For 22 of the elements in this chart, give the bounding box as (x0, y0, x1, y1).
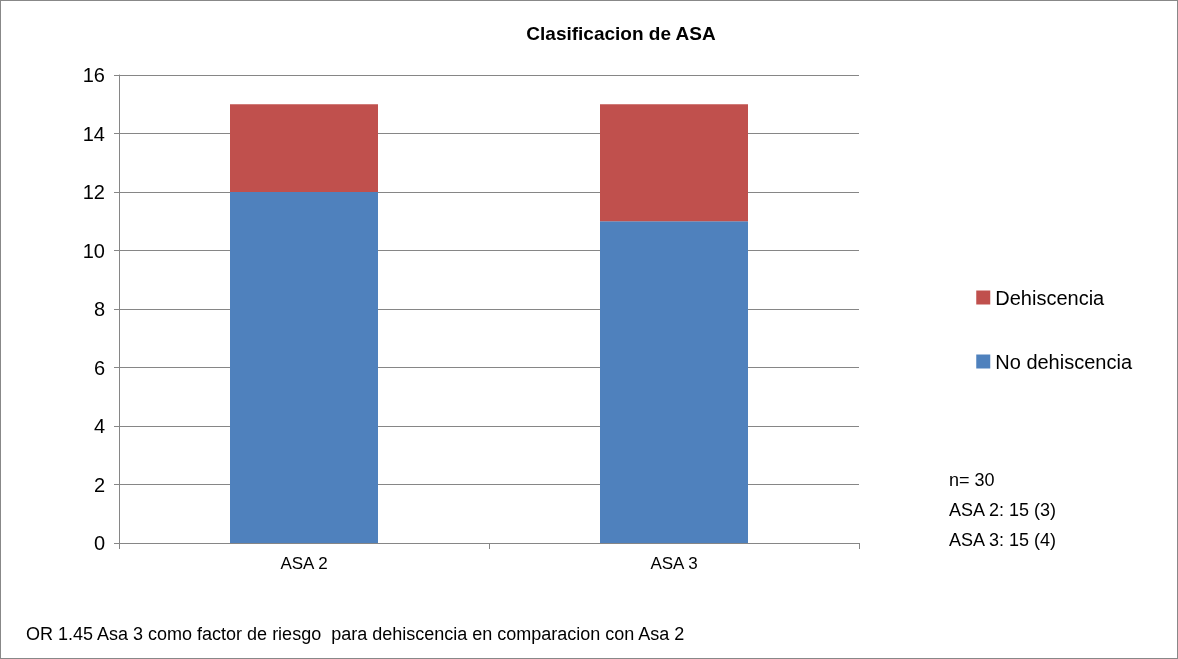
y-tick-label: 14 (82, 122, 105, 145)
bar (230, 104, 378, 192)
bar (600, 104, 748, 222)
bar (600, 221, 748, 543)
y-tick-label: 16 (82, 64, 105, 86)
chart-title: Clasificacion de ASA (526, 23, 716, 44)
y-tick-label: 0 (93, 532, 105, 554)
text: n= 30 (949, 470, 995, 490)
y-tick-label: 8 (93, 298, 105, 320)
text: ASA 3: 15 (4) (949, 530, 1057, 550)
y-tick-label: 6 (93, 356, 105, 379)
text: ASA 2: 15 (3) (949, 500, 1057, 520)
y-tick-label: 10 (82, 239, 105, 262)
legend-label: No dehiscencia (995, 350, 1133, 373)
x-tick-label: ASA 3 (650, 554, 698, 573)
y-tick-label: 12 (82, 181, 105, 203)
y-tick-label: 2 (93, 473, 105, 496)
legend-label: Dehiscencia (995, 286, 1106, 309)
y-tick-label: 4 (93, 415, 105, 437)
text: OR 1.45 Asa 3 como factor de riesgo para dehiscencia en comparacion con Asa 2 (26, 624, 685, 644)
bar (230, 192, 378, 543)
x-tick-label: ASA 2 (280, 554, 328, 573)
